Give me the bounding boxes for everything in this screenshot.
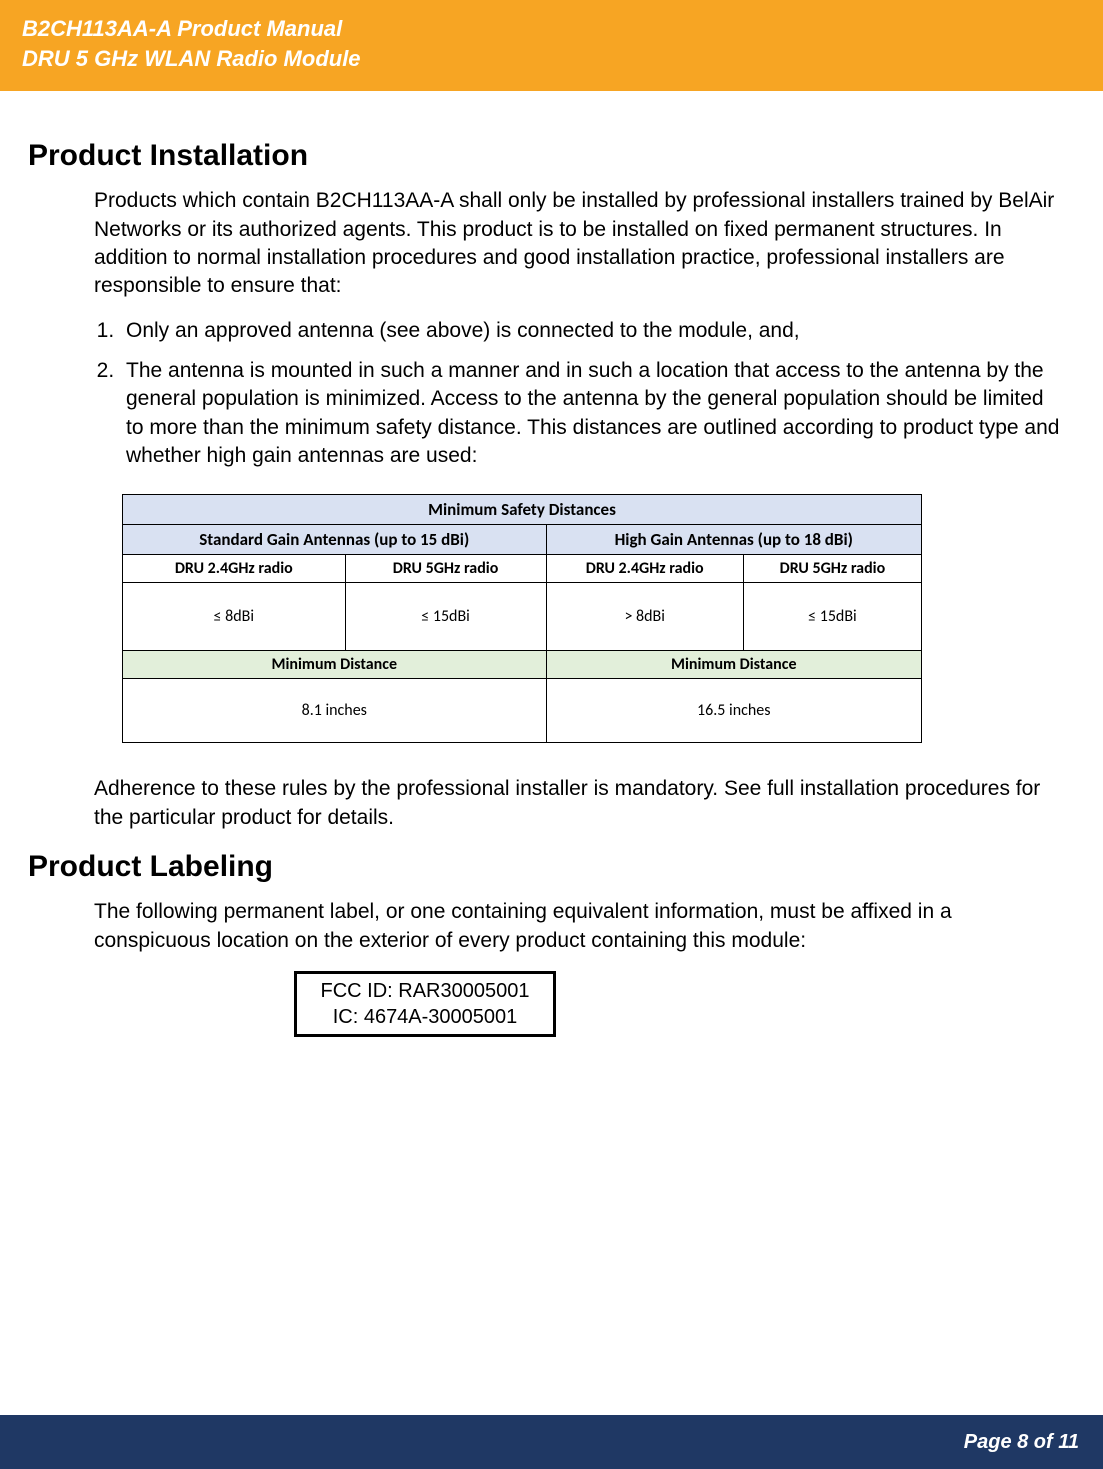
table-row-gain-values: ≤ 8dBi ≤ 15dBi > 8dBi ≤ 15dBi: [123, 583, 922, 651]
table-high-header: High Gain Antennas (up to 18 dBi): [546, 525, 921, 555]
table-high-24-gain: > 8dBi: [546, 583, 743, 651]
table-row-radio-labels: DRU 2.4GHz radio DRU 5GHz radio DRU 2.4G…: [123, 555, 922, 583]
table-std-24-gain: ≤ 8dBi: [123, 583, 346, 651]
page-content: Product Installation Products which cont…: [0, 91, 1103, 1415]
table-std-distance: 8.1 inches: [123, 679, 547, 743]
table-row-antenna-type: Standard Gain Antennas (up to 15 dBi) Hi…: [123, 525, 922, 555]
installation-item-1: Only an approved antenna (see above) is …: [120, 317, 1065, 345]
safety-table-wrap: Minimum Safety Distances Standard Gain A…: [122, 494, 1065, 743]
section-title-installation: Product Installation: [28, 139, 1075, 173]
installation-item-2: The antenna is mounted in such a manner …: [120, 357, 1065, 470]
labeling-intro: The following permanent label, or one co…: [94, 898, 1065, 955]
product-label-box: FCC ID: RAR30005001 IC: 4674A-30005001: [294, 971, 556, 1037]
table-row-title: Minimum Safety Distances: [123, 495, 922, 525]
page-header: B2CH113AA-A Product Manual DRU 5 GHz WLA…: [0, 0, 1103, 91]
table-std-24-label: DRU 2.4GHz radio: [123, 555, 346, 583]
safety-distance-table: Minimum Safety Distances Standard Gain A…: [122, 494, 922, 743]
table-std-header: Standard Gain Antennas (up to 15 dBi): [123, 525, 547, 555]
section-title-labeling: Product Labeling: [28, 850, 1075, 884]
table-high-mindist-label: Minimum Distance: [546, 651, 921, 679]
table-std-mindist-label: Minimum Distance: [123, 651, 547, 679]
page-footer: Page 8 of 11: [0, 1415, 1103, 1469]
table-row-min-dist-label: Minimum Distance Minimum Distance: [123, 651, 922, 679]
table-high-24-label: DRU 2.4GHz radio: [546, 555, 743, 583]
table-high-5-label: DRU 5GHz radio: [743, 555, 921, 583]
table-title-cell: Minimum Safety Distances: [123, 495, 922, 525]
installation-closing: Adherence to these rules by the professi…: [94, 775, 1065, 832]
table-high-distance: 16.5 inches: [546, 679, 921, 743]
table-high-5-gain: ≤ 15dBi: [743, 583, 921, 651]
table-std-5-gain: ≤ 15dBi: [345, 583, 546, 651]
header-title-line1: B2CH113AA-A Product Manual: [22, 14, 1081, 44]
header-title-line2: DRU 5 GHz WLAN Radio Module: [22, 44, 1081, 74]
installation-intro: Products which contain B2CH113AA-A shall…: [94, 187, 1065, 300]
label-fcc-id: FCC ID: RAR30005001: [307, 978, 543, 1004]
label-ic-id: IC: 4674A-30005001: [307, 1004, 543, 1030]
installation-list: Only an approved antenna (see above) is …: [120, 317, 1065, 471]
table-std-5-label: DRU 5GHz radio: [345, 555, 546, 583]
table-row-distance-values: 8.1 inches 16.5 inches: [123, 679, 922, 743]
page-number: Page 8 of 11: [964, 1431, 1079, 1454]
installation-body: Products which contain B2CH113AA-A shall…: [94, 187, 1065, 832]
page: B2CH113AA-A Product Manual DRU 5 GHz WLA…: [0, 0, 1103, 1469]
labeling-body: The following permanent label, or one co…: [94, 898, 1065, 1037]
